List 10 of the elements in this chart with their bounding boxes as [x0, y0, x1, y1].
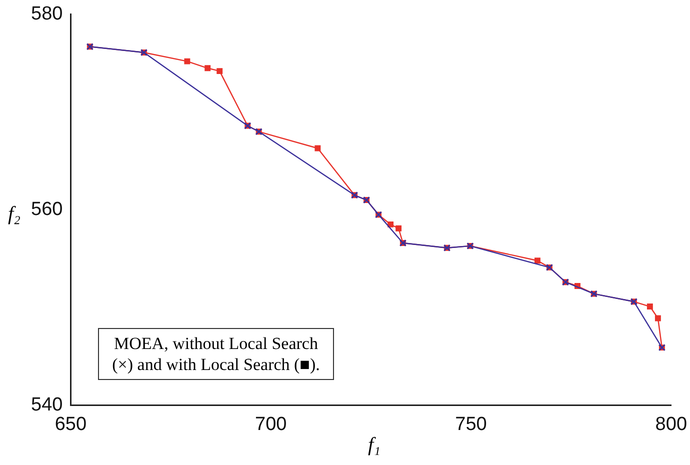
y-axis-title: f₂: [8, 203, 21, 226]
x-tick-label: 800: [655, 414, 687, 435]
x-tick-label: 750: [455, 414, 487, 435]
x-tick-label: 700: [255, 414, 287, 435]
y-tick-label: 560: [31, 199, 63, 220]
x-axis-title: f₁: [368, 434, 381, 457]
x-tick-label: 650: [54, 414, 87, 435]
y-tick-label: 580: [31, 4, 63, 25]
annotation: MOEA, without Local Search (×) and with Local Search (■).: [98, 328, 334, 380]
y-tick-label: 540: [31, 394, 63, 416]
